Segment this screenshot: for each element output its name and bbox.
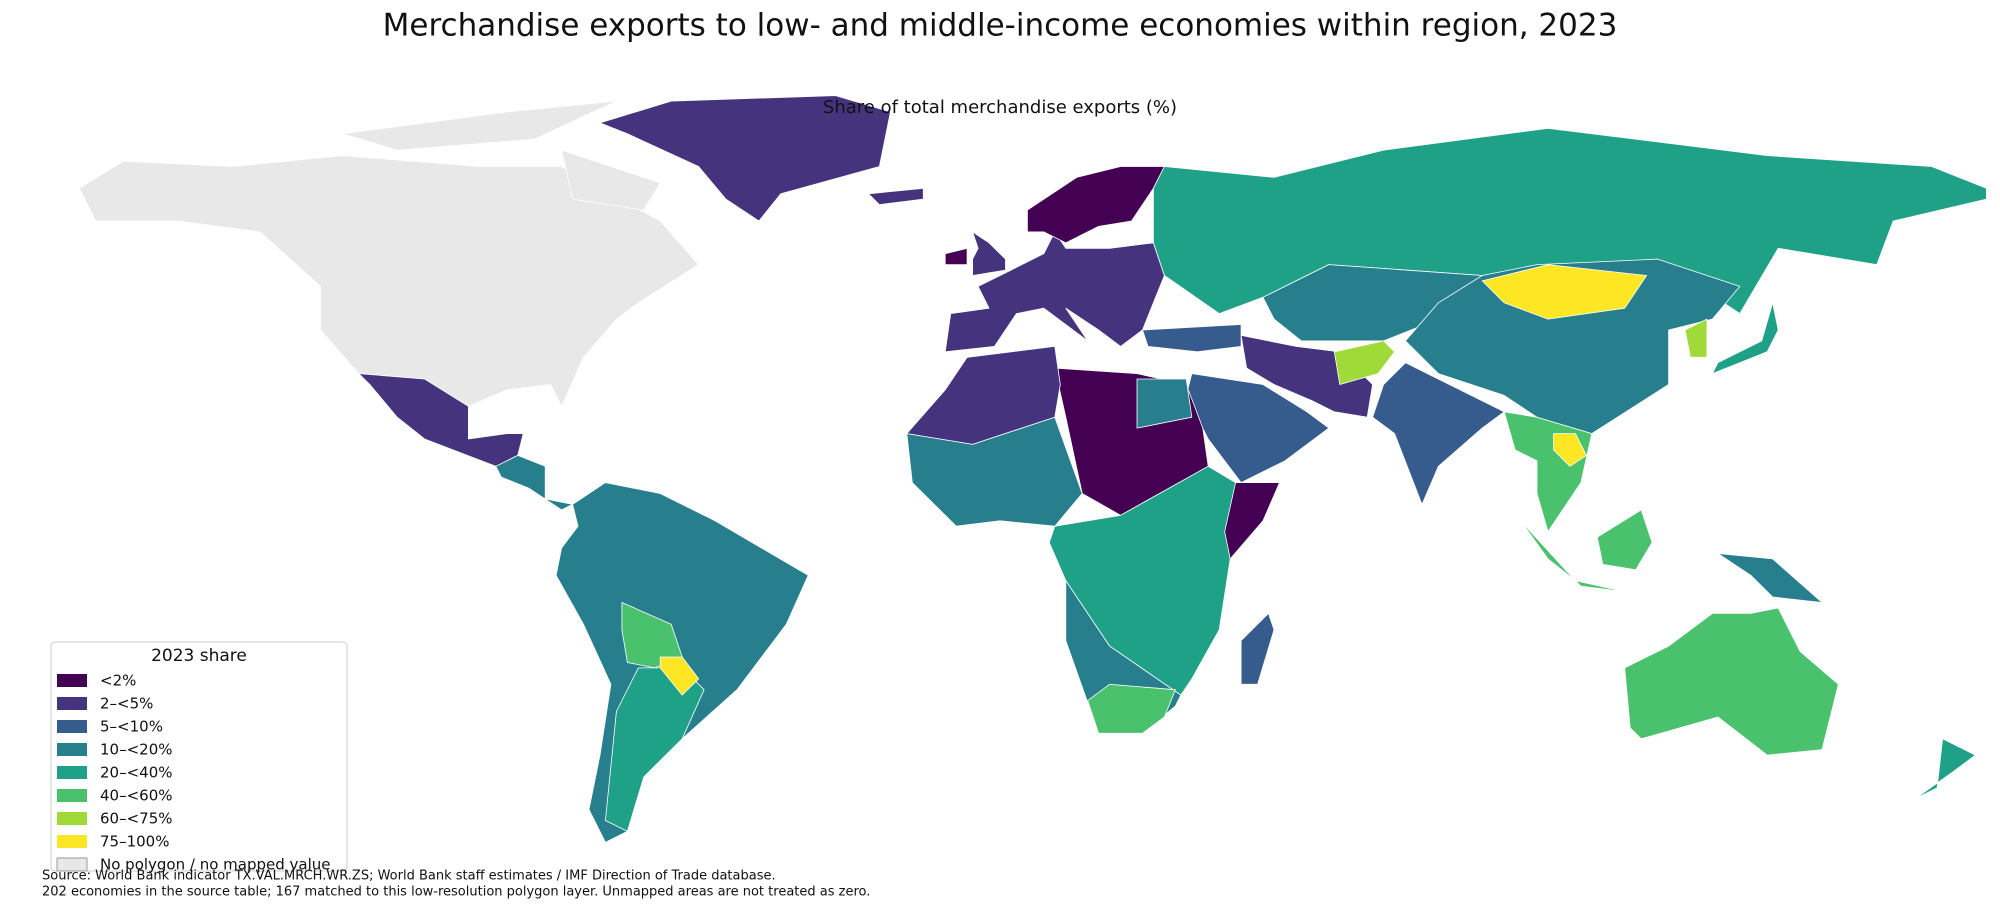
map-subtitle: Share of total merchandise exports (%) <box>823 97 1177 118</box>
land-area <box>358 373 524 467</box>
legend-swatch <box>57 697 87 710</box>
legend-label: 40–<60% <box>100 787 173 805</box>
legend-label: <2% <box>100 672 136 690</box>
land-area <box>1136 378 1193 429</box>
land-area <box>1684 318 1708 358</box>
legend-swatch <box>57 766 87 779</box>
legend-swatch <box>57 720 87 733</box>
land-area <box>1553 433 1587 467</box>
world-map <box>79 95 1987 843</box>
land-area <box>944 247 968 266</box>
legend-swatch <box>57 835 87 848</box>
legend: 2023 share <2% 2–<5% 5–<10% 10–<20% 20–<40% 4… <box>50 641 348 874</box>
legend-label: 2–<5% <box>100 695 153 713</box>
land-area <box>599 95 891 222</box>
land-area <box>1087 683 1176 734</box>
land-area <box>341 100 617 151</box>
land-area <box>1027 166 1165 244</box>
legend-box <box>50 641 348 872</box>
land-area <box>1717 553 1823 603</box>
legend-swatch <box>57 743 87 756</box>
land-area <box>1596 509 1653 571</box>
legend-title: 2023 share <box>151 646 247 666</box>
source-line: Source: World Bank indicator TX.VAL.MRCH… <box>42 869 776 884</box>
land-area <box>868 187 924 206</box>
land-area <box>1575 580 1626 592</box>
map-title: Merchandise exports to low- and middle-i… <box>383 8 1618 44</box>
land-area <box>621 602 683 669</box>
land-area <box>659 656 699 696</box>
land-area <box>1503 411 1593 532</box>
land-area <box>605 667 705 832</box>
legend-label: 5–<10% <box>100 718 163 736</box>
land-area <box>1153 127 1987 315</box>
land-area <box>1914 738 1976 800</box>
legend-swatch <box>56 857 88 872</box>
land-area <box>79 155 699 407</box>
legend-swatch <box>57 674 87 687</box>
legend-swatch <box>57 789 87 802</box>
source-line: 202 economies in the source table; 167 m… <box>42 885 870 900</box>
land-area <box>1405 258 1741 435</box>
land-area <box>561 149 661 211</box>
legend-swatch <box>57 812 87 825</box>
legend-label: No polygon / no mapped value <box>100 856 331 874</box>
legend-label: 60–<75% <box>100 810 173 828</box>
legend-label: 75–100% <box>100 833 169 851</box>
land-area <box>1624 607 1839 756</box>
land-area <box>1240 613 1275 685</box>
land-area <box>1142 324 1242 353</box>
land-area <box>1520 520 1576 582</box>
land-area <box>1333 340 1395 385</box>
legend-label: 10–<20% <box>100 741 173 759</box>
legend-label: 20–<40% <box>100 764 173 782</box>
land-area <box>1481 264 1647 320</box>
land-area <box>1224 482 1280 560</box>
land-area <box>1712 302 1779 375</box>
land-area <box>972 231 1006 276</box>
land-area <box>495 454 573 511</box>
